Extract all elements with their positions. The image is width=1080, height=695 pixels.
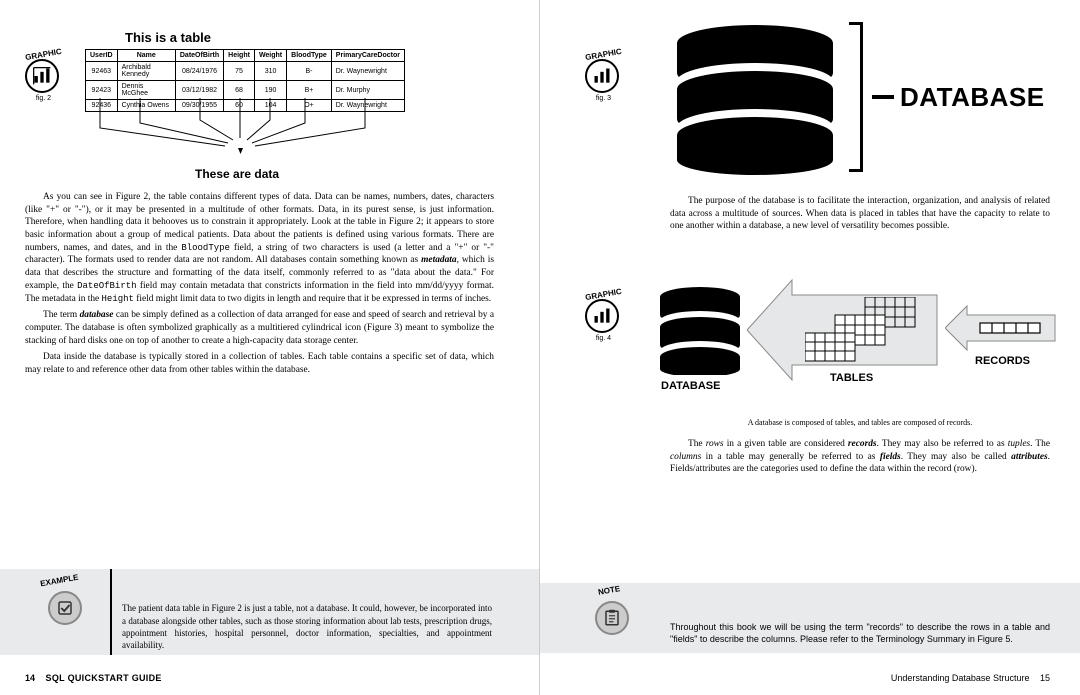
db-dash [872, 95, 894, 99]
fig4-caption-text: A database is composed of tables, and ta… [670, 418, 1050, 427]
col-name: Name [117, 50, 175, 62]
example-text: The patient data table in Figure 2 is ju… [122, 602, 492, 651]
table-row: 92463 Archibald Kennedy 08/24/1976 75 31… [86, 62, 405, 81]
col-dob: DateOfBirth [175, 50, 223, 62]
right-para-1-wrap: The purpose of the database is to facili… [670, 195, 1050, 237]
records-under-label: RECORDS [975, 355, 1030, 367]
chapter-title: Understanding Database Structure [891, 673, 1030, 683]
para2: The term database can be simply defined … [25, 309, 494, 347]
col-bloodtype: BloodType [287, 50, 332, 62]
note-icon [595, 601, 629, 635]
fig2-icon-block: GRAPHIC fig. 2 [25, 50, 62, 102]
database-cylinder-large [670, 25, 840, 175]
fig4-caption: fig. 4 [585, 335, 622, 342]
right-para1: The purpose of the database is to facili… [670, 195, 1050, 233]
right-para2-wrap: The rows in a given table are considered… [670, 438, 1050, 480]
table-arrows [85, 98, 425, 158]
note-text: Throughout this book we will be using th… [670, 621, 1050, 645]
right-para2: The rows in a given table are considered… [670, 438, 1050, 476]
right-page: GRAPHIC fig. 3 DATABASE The purpose of t… [540, 0, 1080, 695]
table-title: This is a table [125, 30, 494, 45]
graphic-icon [25, 59, 59, 93]
data-label: These are data [195, 167, 494, 181]
db-under-label: DATABASE [661, 380, 720, 392]
example-icon [48, 591, 82, 625]
fig4-composite: DATABASE [655, 275, 1055, 415]
tables-under-label: TABLES [830, 372, 873, 384]
col-doctor: PrimaryCareDoctor [331, 50, 404, 62]
fig2-caption: fig. 2 [25, 95, 62, 102]
col-weight: Weight [254, 50, 286, 62]
left-page: This is a table GRAPHIC fig. 2 UserID Na… [0, 0, 540, 695]
left-footer: 14 SQL QUICKSTART GUIDE [25, 673, 162, 683]
table-row: 92423 Dennis McGhee 03/12/1982 68 190 B+… [86, 81, 405, 100]
page-number: 14 [25, 673, 35, 683]
fig3-icon-block: GRAPHIC fig. 3 [585, 50, 622, 102]
page-number: 15 [1040, 673, 1050, 683]
small-db-icon [655, 285, 745, 375]
right-footer: Understanding Database Structure 15 [891, 673, 1050, 683]
table-header-row: UserID Name DateOfBirth Height Weight Bl… [86, 50, 405, 62]
fig3-caption: fig. 3 [585, 95, 622, 102]
database-big-label: DATABASE [900, 82, 1045, 113]
col-userid: UserID [86, 50, 118, 62]
col-height: Height [224, 50, 255, 62]
book-title: SQL QUICKSTART GUIDE [46, 673, 162, 683]
para3: Data inside the database is typically st… [25, 351, 494, 376]
para1: As you can see in Figure 2, the table co… [25, 191, 494, 305]
mini-tables [805, 297, 925, 367]
records-arrow [945, 303, 1065, 353]
example-rule [110, 569, 112, 655]
fig4-icon-block: GRAPHIC fig. 4 [585, 290, 622, 342]
db-bracket [860, 22, 863, 172]
graphic-icon [585, 299, 619, 333]
graphic-icon [585, 59, 619, 93]
